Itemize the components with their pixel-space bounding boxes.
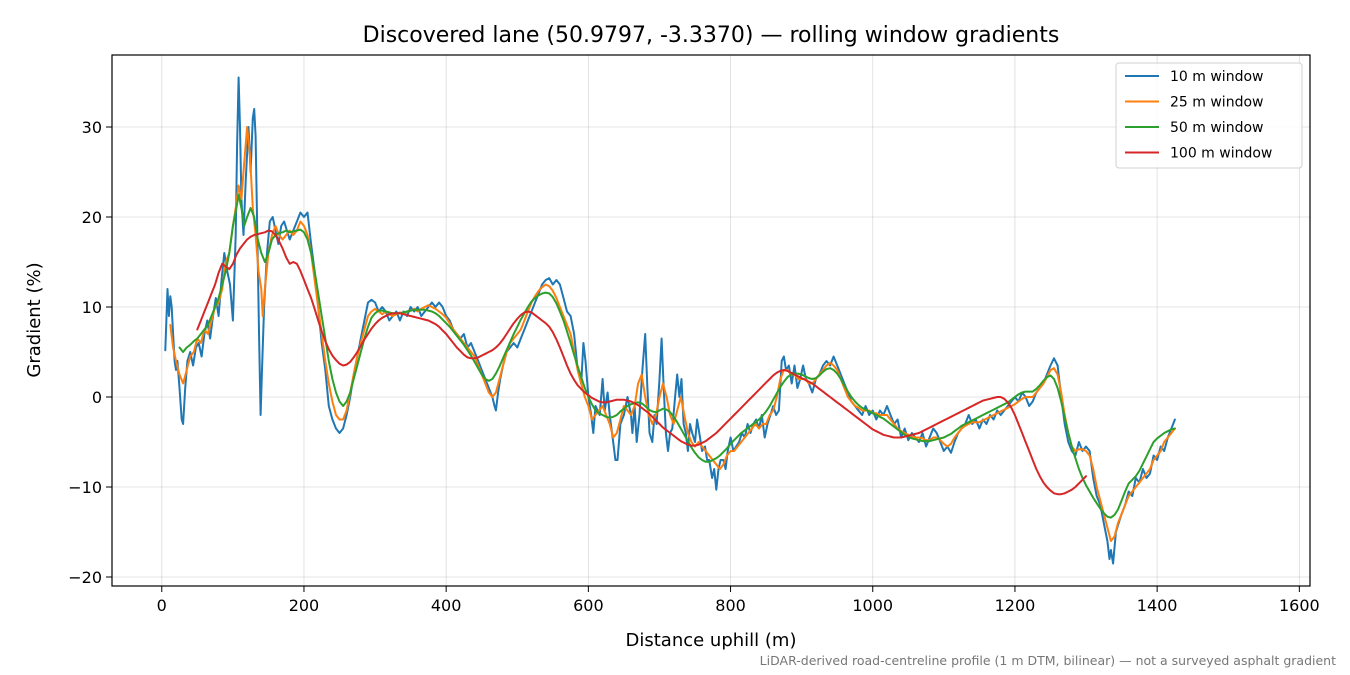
plot-frame bbox=[111, 54, 1311, 587]
x-tick-label: 800 bbox=[715, 596, 746, 615]
y-tick-label: 30 bbox=[82, 118, 102, 137]
series-line-25-m-window bbox=[169, 126, 1176, 542]
y-tick-label: −20 bbox=[68, 568, 102, 587]
x-tick-label: 1600 bbox=[1279, 596, 1320, 615]
x-tick-label: 600 bbox=[573, 596, 604, 615]
x-tick-label: 1000 bbox=[852, 596, 893, 615]
x-axis-label: Distance uphill (m) bbox=[626, 630, 797, 651]
y-tick-label: 20 bbox=[82, 208, 102, 227]
series-line-100-m-window bbox=[196, 229, 1087, 496]
y-tick-label: 10 bbox=[82, 298, 102, 317]
legend-label-25-m-window: 25 m window bbox=[1170, 95, 1263, 111]
legend-label-100-m-window: 100 m window bbox=[1170, 146, 1272, 162]
y-axis-label: Gradient (%) bbox=[24, 262, 45, 377]
series-group bbox=[164, 76, 1176, 565]
x-axis: 0 200 400 600 800 1000 1200 1400 1600 bbox=[157, 586, 1320, 615]
y-axis: −20 −10 0 10 20 30 bbox=[68, 118, 112, 587]
y-tick-label: 0 bbox=[92, 388, 102, 407]
x-tick-label: 1400 bbox=[1137, 596, 1178, 615]
x-tick-label: 400 bbox=[431, 596, 462, 615]
legend-box bbox=[1115, 62, 1303, 169]
chart-title: Discovered lane (50.9797, -3.3370) — rol… bbox=[363, 23, 1060, 48]
x-tick-label: 0 bbox=[157, 596, 167, 615]
footnote: LiDAR-derived road-centreline profile (1… bbox=[760, 653, 1336, 668]
legend: 10 m window 25 m window 50 m window 100 m w… bbox=[1115, 62, 1303, 169]
x-tick-label: 200 bbox=[289, 596, 320, 615]
legend-label-50-m-window: 50 m window bbox=[1170, 120, 1263, 136]
legend-label-10-m-window: 10 m window bbox=[1170, 69, 1263, 85]
x-tick-label: 1200 bbox=[995, 596, 1036, 615]
y-tick-label: −10 bbox=[68, 478, 102, 497]
